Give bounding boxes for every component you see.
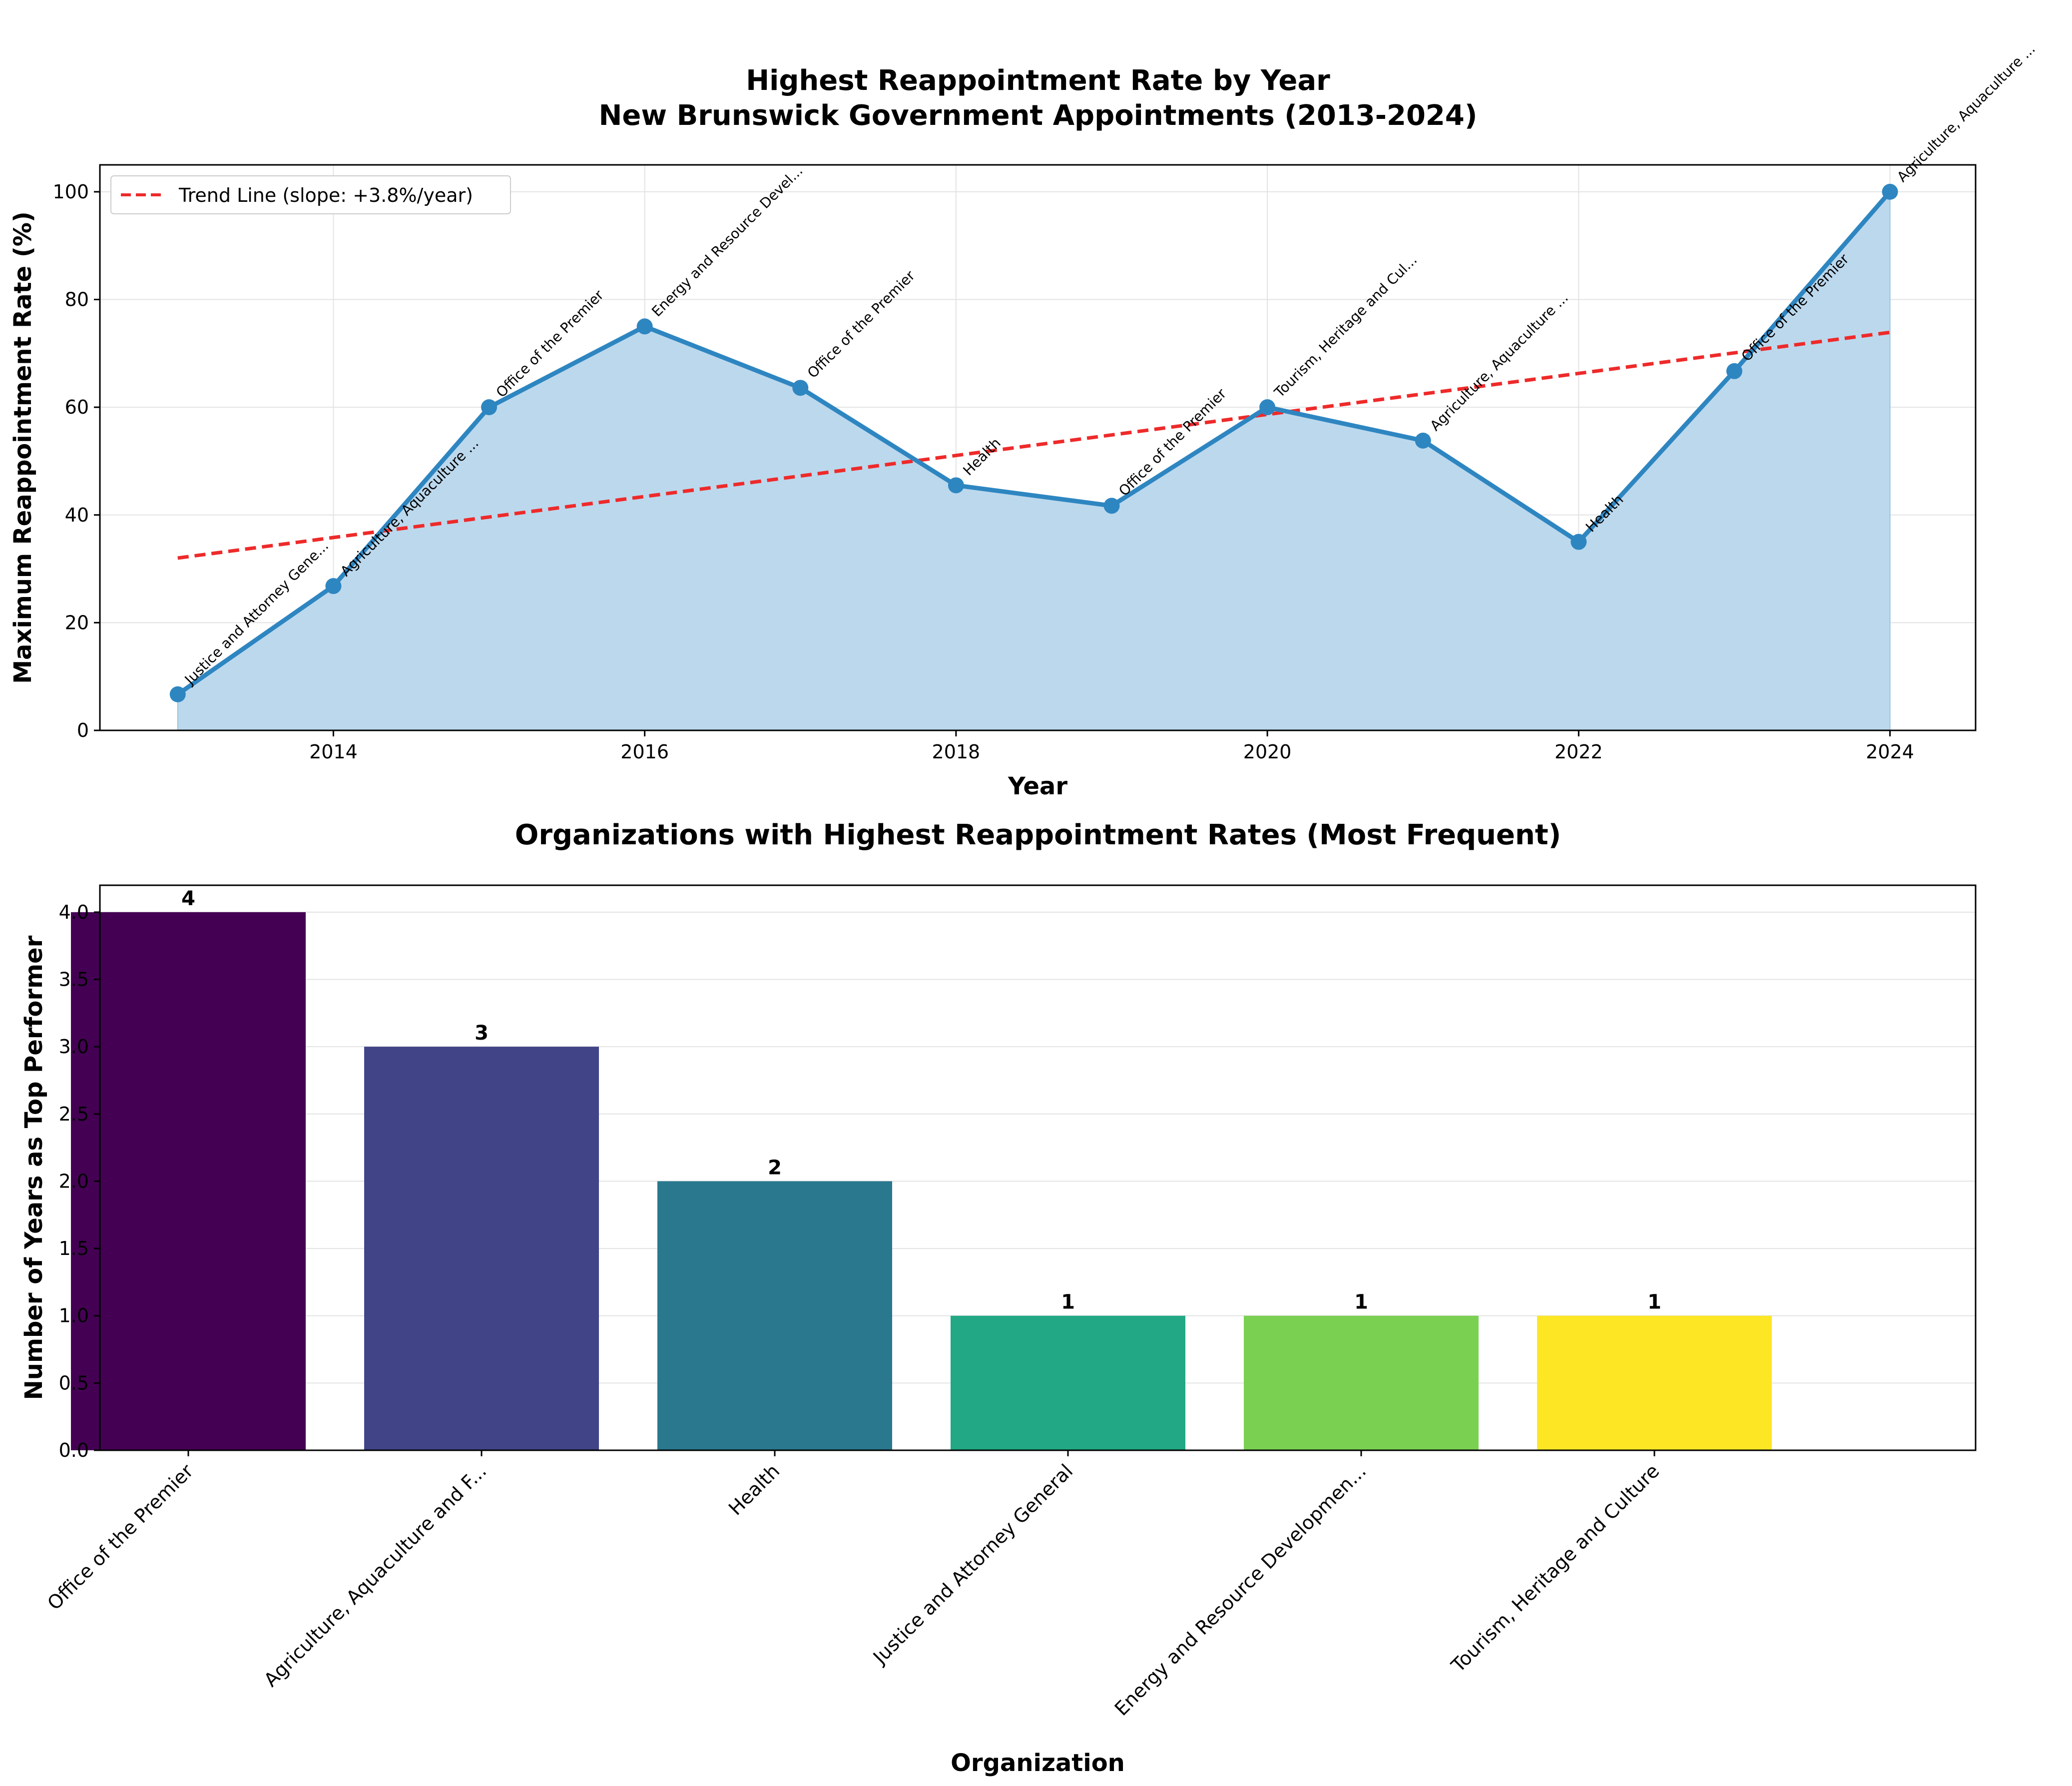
top-x-tick-label-2024: 2024 xyxy=(1866,741,1914,763)
top-chart-title-line-1: Highest Reappointment Rate by Year xyxy=(746,64,1330,97)
top-x-axis-label: Year xyxy=(1008,772,1067,800)
top-y-tick-label-40: 40 xyxy=(65,504,89,526)
data-point-2015 xyxy=(481,399,498,416)
bottom-frame-rect xyxy=(99,884,1977,1451)
top-y-tick-label-80: 80 xyxy=(65,289,89,311)
data-point-2023 xyxy=(1726,363,1742,379)
bottom-y-tick-label-1-5: 1.5 xyxy=(59,1237,89,1259)
top-x-tick-label-2022: 2022 xyxy=(1554,741,1603,763)
top-line-chart: Highest Reappointment Rate by Year New B… xyxy=(9,40,2039,800)
bottom-y-ticks: 0.0 0.5 1.0 1.5 2.0 2.5 3.0 3.5 4.0 xyxy=(59,901,100,1461)
top-x-tick-label-2014: 2014 xyxy=(309,741,358,763)
bar-energy-and-resource-developmen xyxy=(1244,1315,1479,1450)
bottom-y-tick-label-0-0: 0.0 xyxy=(59,1439,89,1461)
top-y-ticks: 0 20 40 60 80 100 xyxy=(52,181,100,741)
bar-office-of-the-premier xyxy=(71,912,306,1450)
top-y-axis-label: Maximum Reappointment Rate (%) xyxy=(9,211,37,684)
bar-value-tourism-heritage-and-culture: 1 xyxy=(1647,1291,1661,1314)
top-x-tick-label-2018: 2018 xyxy=(932,741,981,763)
top-x-tick-label-2020: 2020 xyxy=(1243,741,1292,763)
data-point-2021 xyxy=(1415,432,1431,449)
data-point-2020 xyxy=(1259,399,1276,416)
bar-health xyxy=(657,1181,892,1450)
bar-value-energy-and-resource-developmen: 1 xyxy=(1354,1291,1368,1314)
bar-value-health: 2 xyxy=(768,1156,782,1179)
series-line xyxy=(176,190,1892,696)
bottom-y-tick-label-0-5: 0.5 xyxy=(59,1372,89,1394)
top-frame-rect xyxy=(99,164,1977,731)
bottom-y-tick-label-3-0: 3.0 xyxy=(59,1036,89,1058)
bar-value-justice-and-attorney-general: 1 xyxy=(1061,1291,1075,1314)
top-y-tick-label-60: 60 xyxy=(65,396,89,418)
top-y-tick-label-100: 100 xyxy=(52,181,89,203)
top-y-tick-label-20: 20 xyxy=(65,611,89,633)
bottom-chart-title: Organizations with Highest Reappointment… xyxy=(515,819,1561,851)
data-point-2019 xyxy=(1103,498,1120,514)
top-axes-frame xyxy=(99,164,1977,731)
top-x-ticks: 2014 2016 2018 2020 2022 2024 xyxy=(309,730,1914,763)
bottom-y-axis-label: Number of Years as Top Performer xyxy=(20,935,48,1400)
bar-justice-and-attorney-general xyxy=(951,1315,1185,1450)
bottom-y-tick-label-4-0: 4.0 xyxy=(59,901,89,923)
legend-box xyxy=(110,175,511,214)
top-y-tick-label-0: 0 xyxy=(77,719,89,741)
bar-tourism-heritage-and-culture xyxy=(1537,1315,1772,1450)
top-legend: Trend Line (slope: +3.8%/year) xyxy=(110,175,511,214)
bottom-y-tick-label-2-5: 2.5 xyxy=(59,1103,89,1125)
top-series-points xyxy=(169,183,1898,702)
bottom-y-tick-label-2-0: 2.0 xyxy=(59,1170,89,1192)
bottom-y-tick-label-3-5: 3.5 xyxy=(59,969,89,991)
data-point-2018 xyxy=(948,477,964,494)
bottom-y-tick-label-1-0: 1.0 xyxy=(59,1305,89,1327)
data-point-2013 xyxy=(169,686,186,702)
top-series-line xyxy=(176,190,1892,696)
data-point-2017 xyxy=(792,380,809,396)
bottom-axes-frame xyxy=(99,884,1977,1451)
data-point-2022 xyxy=(1570,534,1587,550)
bottom-x-axis-label: Organization xyxy=(951,1749,1125,1777)
legend-trend-label: Trend Line (slope: +3.8%/year) xyxy=(178,184,473,206)
bar-value-agriculture-aquaculture-and-f: 3 xyxy=(475,1022,489,1045)
bottom-bar-values: 4 3 2 1 1 1 xyxy=(181,887,1661,1314)
data-point-2014 xyxy=(325,578,342,595)
bar-agriculture-aquaculture-and-f xyxy=(364,1047,599,1450)
top-chart-title-line-2: New Brunswick Government Appointments (2… xyxy=(599,99,1478,132)
data-point-2016 xyxy=(636,318,653,335)
data-point-2024 xyxy=(1882,183,1898,200)
bar-value-office-of-the-premier: 4 xyxy=(181,887,195,910)
top-x-tick-label-2016: 2016 xyxy=(620,741,669,763)
bottom-bars xyxy=(71,912,1772,1450)
